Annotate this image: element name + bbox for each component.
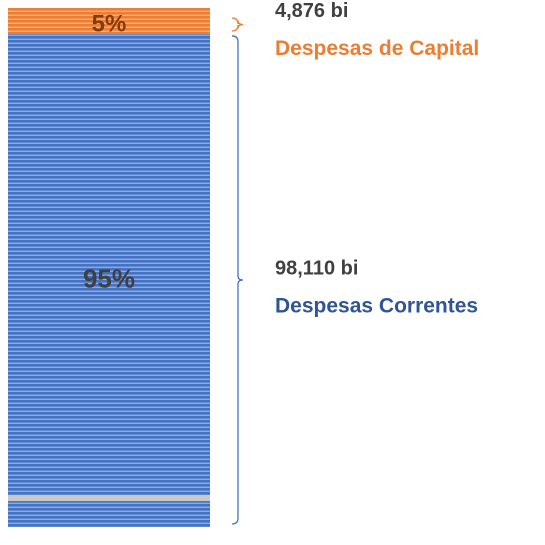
value-label: 95% — [83, 263, 135, 293]
legend-label: Despesas de Capital — [275, 37, 479, 60]
segment-separator — [8, 495, 210, 502]
bar-segment — [8, 33, 210, 527]
amount-label: 98,110 bi — [275, 257, 358, 279]
brace — [231, 35, 244, 525]
legend-label: Despesas Correntes — [275, 295, 478, 318]
brace — [231, 17, 244, 32]
amount-label: 4,876 bi — [275, 0, 348, 22]
bar-segment — [8, 8, 210, 34]
value-label: 5% — [92, 10, 127, 37]
